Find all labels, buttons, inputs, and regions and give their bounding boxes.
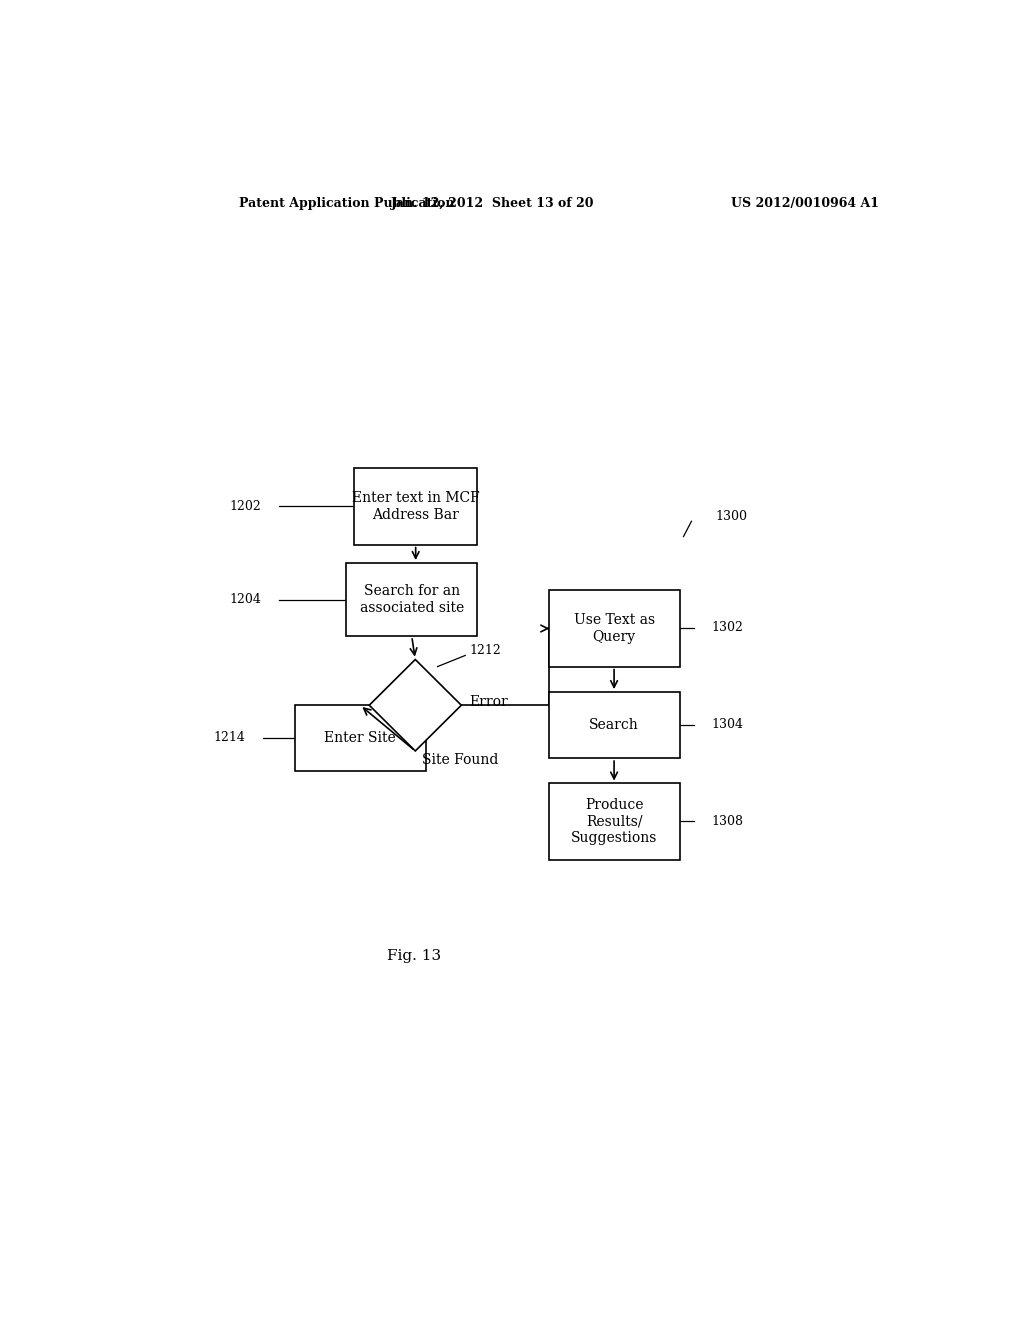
Text: 1214: 1214: [214, 731, 246, 744]
Text: Site Found: Site Found: [422, 754, 498, 767]
Polygon shape: [370, 660, 461, 751]
Text: Enter Site: Enter Site: [325, 731, 396, 746]
Text: 1212: 1212: [469, 644, 501, 657]
Text: Jan. 12, 2012  Sheet 13 of 20: Jan. 12, 2012 Sheet 13 of 20: [391, 197, 595, 210]
Text: Produce
Results/
Suggestions: Produce Results/ Suggestions: [571, 799, 657, 845]
FancyBboxPatch shape: [549, 590, 680, 667]
Text: Enter text in MCF
Address Bar: Enter text in MCF Address Bar: [352, 491, 479, 521]
Text: Search: Search: [589, 718, 639, 733]
Text: US 2012/0010964 A1: US 2012/0010964 A1: [731, 197, 880, 210]
FancyBboxPatch shape: [295, 705, 426, 771]
Text: Fig. 13: Fig. 13: [387, 949, 440, 964]
Text: 1302: 1302: [712, 622, 743, 635]
Text: 1300: 1300: [715, 510, 748, 523]
Text: Search for an
associated site: Search for an associated site: [359, 585, 464, 615]
Text: Use Text as
Query: Use Text as Query: [573, 614, 654, 644]
Text: 1202: 1202: [229, 499, 261, 512]
Text: 1308: 1308: [712, 814, 743, 828]
Text: 1304: 1304: [712, 718, 743, 731]
Text: 1204: 1204: [229, 593, 261, 606]
FancyBboxPatch shape: [549, 692, 680, 758]
Text: Patent Application Publication: Patent Application Publication: [240, 197, 455, 210]
FancyBboxPatch shape: [354, 469, 477, 545]
FancyBboxPatch shape: [549, 784, 680, 859]
FancyBboxPatch shape: [346, 562, 477, 636]
Text: Error: Error: [469, 696, 508, 709]
